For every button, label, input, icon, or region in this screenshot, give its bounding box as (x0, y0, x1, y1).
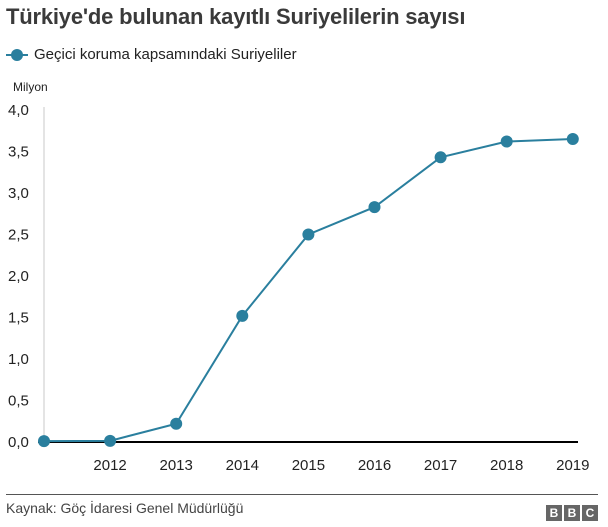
y-tick-label: 0,0 (8, 434, 29, 451)
x-tick-label: 2016 (358, 457, 391, 474)
y-tick-label: 3,5 (8, 144, 29, 161)
x-tick-label: 2018 (490, 457, 523, 474)
x-tick-label: 2017 (424, 457, 457, 474)
legend-label: Geçici koruma kapsamındaki Suriyeliler (34, 46, 297, 63)
y-tick-label: 0,5 (8, 393, 29, 410)
data-point (500, 135, 513, 148)
y-tick-label: 4,0 (8, 102, 29, 119)
y-axis-label: Milyon (13, 80, 48, 94)
y-tick-label: 2,0 (8, 268, 29, 285)
source-note: Kaynak: Göç İdaresi Genel Müdürlüğü (6, 500, 244, 516)
line-chart: 0,0 0,5 1,0 1,5 2,0 2,5 3,0 3,5 4,0 2012 2013 2014 2… (8, 102, 589, 474)
data-point (170, 417, 183, 430)
data-point (566, 133, 579, 146)
x-tick-label: 2012 (93, 457, 126, 474)
data-point (236, 309, 249, 322)
y-tick-label: 3,0 (8, 185, 29, 202)
legend: Geçici koruma kapsamındaki Suriyeliler (6, 46, 297, 63)
chart-title: Türkiye'de bulunan kayıtlı Suriyelilerin… (6, 4, 466, 29)
x-tick-label: 2015 (292, 457, 325, 474)
footer-divider (6, 494, 598, 495)
series-line (43, 138, 573, 443)
data-point (104, 434, 117, 447)
data-point (302, 228, 315, 241)
data-point (434, 151, 447, 164)
x-tick-label: 2019 (556, 457, 589, 474)
data-point (368, 201, 381, 214)
x-tick-label: 2014 (226, 457, 259, 474)
y-tick-label: 1,0 (8, 351, 29, 368)
y-tick-label: 1,5 (8, 310, 29, 327)
y-tick-label: 2,5 (8, 227, 29, 244)
legend-marker-icon (6, 48, 28, 61)
x-tick-label: 2013 (160, 457, 193, 474)
data-point (38, 435, 50, 448)
